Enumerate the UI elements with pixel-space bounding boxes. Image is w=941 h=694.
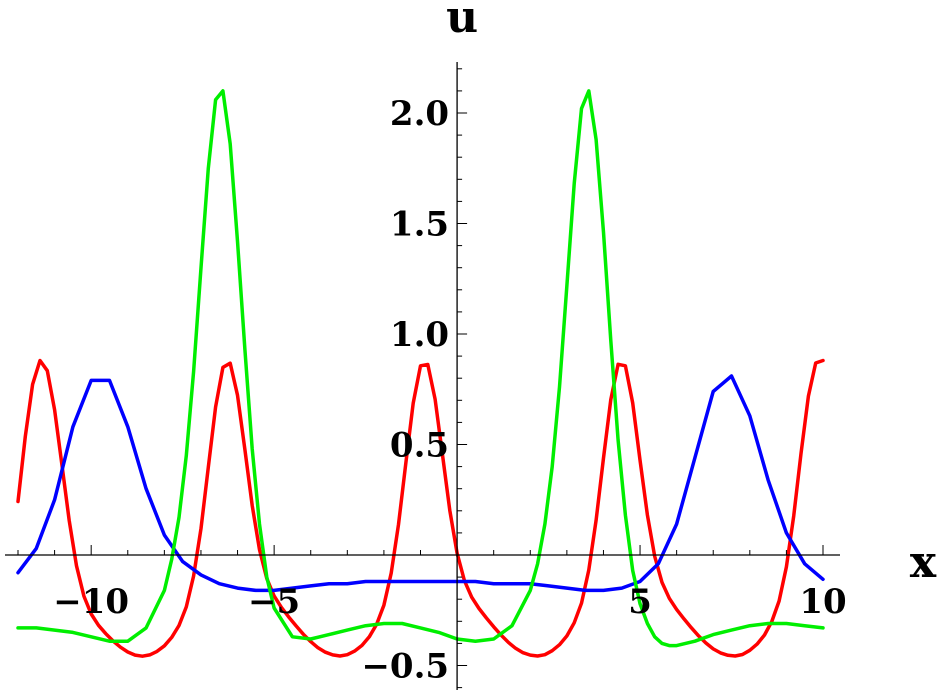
x-tick-label: 5: [628, 582, 652, 622]
x-tick-label: −10: [53, 582, 129, 622]
x-axis-title: x: [910, 537, 937, 588]
series-line-2: [16, 89, 825, 648]
y-tick-label: 2.0: [390, 94, 449, 134]
x-tick-label: 10: [799, 582, 846, 622]
y-tick-label: 1.5: [390, 205, 449, 245]
series-layer: [16, 89, 825, 658]
ticks-layer: −10 −5 5 10 −0.5 0.5 1.0 1.5 2.0: [17, 68, 847, 689]
x-tick-label: −5: [248, 582, 300, 622]
series-line-0: [16, 358, 825, 658]
axes-layer: [5, 62, 840, 690]
y-tick-label: −0.5: [361, 647, 449, 687]
y-axis-title: u: [446, 0, 478, 43]
y-tick-label: 0.5: [390, 426, 449, 466]
series-line-1: [16, 374, 825, 593]
y-tick-label: 1.0: [390, 315, 449, 355]
